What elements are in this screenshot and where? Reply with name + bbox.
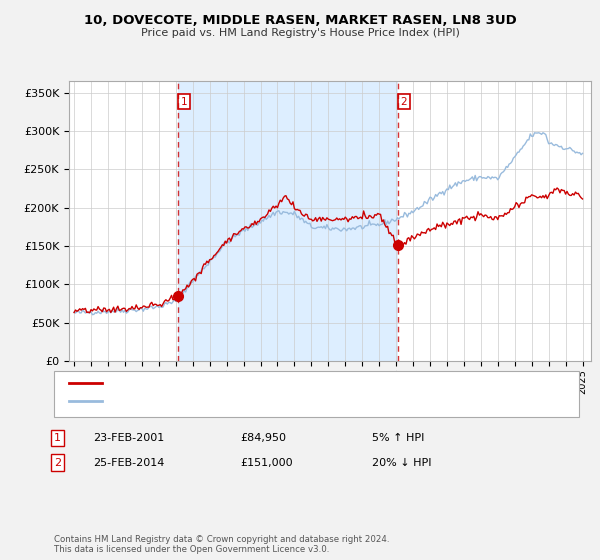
Text: £84,950: £84,950 <box>240 433 286 443</box>
Text: £151,000: £151,000 <box>240 458 293 468</box>
Text: HPI: Average price, detached house, West Lindsey: HPI: Average price, detached house, West… <box>108 396 370 406</box>
Text: Price paid vs. HM Land Registry's House Price Index (HPI): Price paid vs. HM Land Registry's House … <box>140 28 460 38</box>
Text: 10, DOVECOTE, MIDDLE RASEN, MARKET RASEN, LN8 3UD: 10, DOVECOTE, MIDDLE RASEN, MARKET RASEN… <box>83 14 517 27</box>
Text: 2: 2 <box>401 96 407 106</box>
Text: 20% ↓ HPI: 20% ↓ HPI <box>372 458 431 468</box>
Text: 25-FEB-2014: 25-FEB-2014 <box>93 458 164 468</box>
Text: 5% ↑ HPI: 5% ↑ HPI <box>372 433 424 443</box>
Text: 1: 1 <box>181 96 187 106</box>
Text: 23-FEB-2001: 23-FEB-2001 <box>93 433 164 443</box>
Text: 2: 2 <box>54 458 61 468</box>
Text: 10, DOVECOTE, MIDDLE RASEN, MARKET RASEN, LN8 3UD (detached house): 10, DOVECOTE, MIDDLE RASEN, MARKET RASEN… <box>108 378 505 388</box>
Bar <box>178 81 398 361</box>
Text: Contains HM Land Registry data © Crown copyright and database right 2024.
This d: Contains HM Land Registry data © Crown c… <box>54 535 389 554</box>
Text: 1: 1 <box>54 433 61 443</box>
